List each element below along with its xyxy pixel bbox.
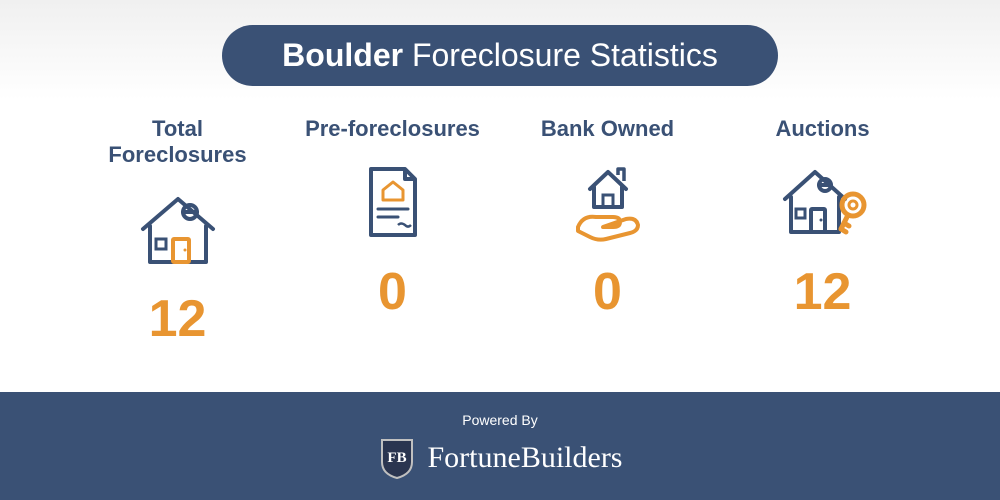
footer-brand: FB FortuneBuilders — [0, 436, 1000, 480]
house-key-icon — [773, 157, 873, 247]
stats-row: Total Foreclosures 12 Pre-foreclosures — [0, 116, 1000, 392]
stat-pre-foreclosures: Pre-foreclosures 0 — [303, 116, 483, 392]
brand-logo-icon: FB — [378, 436, 416, 480]
title-bold-part: Boulder — [282, 37, 403, 73]
stat-auctions: Auctions 12 — [733, 116, 913, 392]
stat-label: Total Foreclosures — [108, 116, 246, 169]
stat-label: Auctions — [775, 116, 869, 142]
brand-name: FortuneBuilders — [428, 441, 623, 475]
house-hand-icon — [558, 157, 658, 247]
document-icon — [343, 157, 443, 247]
footer: Powered By FB FortuneBuilders — [0, 392, 1000, 500]
stat-value: 12 — [149, 289, 207, 349]
stat-value: 0 — [593, 262, 622, 322]
powered-by-text: Powered By — [0, 412, 1000, 428]
house-total-icon — [128, 184, 228, 274]
stat-value: 12 — [794, 262, 852, 322]
title-regular-part: Foreclosure Statistics — [403, 37, 718, 73]
stat-value: 0 — [378, 262, 407, 322]
stat-label: Pre-foreclosures — [305, 116, 480, 142]
stat-label: Bank Owned — [541, 116, 674, 142]
stat-bank-owned: Bank Owned 0 — [518, 116, 698, 392]
logo-initials: FB — [387, 450, 406, 466]
title-badge: Boulder Foreclosure Statistics — [222, 25, 778, 86]
stat-total-foreclosures: Total Foreclosures 12 — [88, 116, 268, 392]
